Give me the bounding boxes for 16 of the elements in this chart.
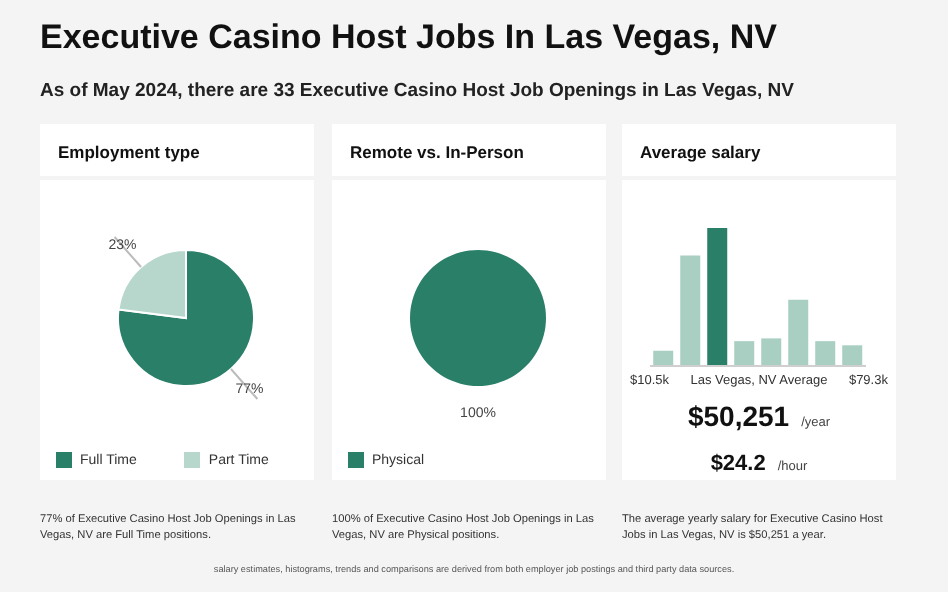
- text: $50,251: [687, 400, 790, 432]
- bar: [734, 341, 755, 366]
- bar: [707, 228, 728, 366]
- bar: [815, 341, 836, 366]
- bar: [788, 299, 809, 366]
- chart-title: Employment type: [40, 124, 314, 176]
- bar: [842, 345, 863, 366]
- text: Executive Casino Host Jobs In Las Vegas, NV: [40, 18, 777, 58]
- bar: [761, 338, 782, 366]
- chart-title: Average salary: [622, 124, 896, 176]
- bar: [680, 255, 701, 366]
- pie-slice: [117, 249, 255, 387]
- text: $24.2: [710, 452, 766, 476]
- text: As of May 2024, there are 33 Executive Casino Host Job Openings in Las Vegas, NV: [40, 80, 794, 102]
- chart-title: Remote vs. In-Person: [332, 124, 606, 176]
- bar: [653, 350, 674, 366]
